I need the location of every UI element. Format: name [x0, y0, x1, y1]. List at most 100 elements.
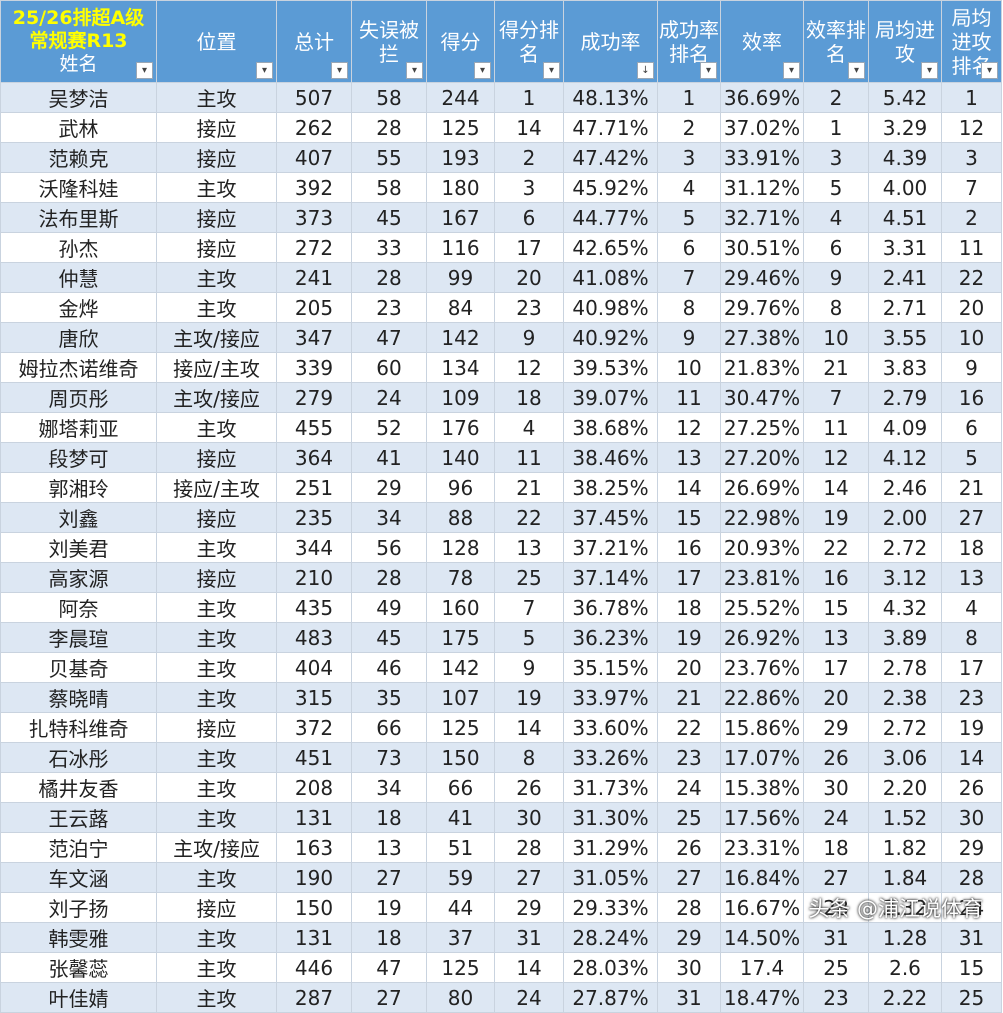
filter-dropdown-icon[interactable]: ▾ — [543, 62, 560, 79]
cell-position: 接应 — [157, 143, 277, 173]
cell-total: 241 — [277, 263, 352, 293]
cell-attack-per-set-rank: 20 — [942, 293, 1002, 323]
cell-success-rate: 28.03% — [564, 953, 658, 983]
cell-points: 107 — [427, 683, 495, 713]
filter-dropdown-icon[interactable]: ▾ — [256, 62, 273, 79]
cell-success-rate: 31.30% — [564, 803, 658, 833]
cell-points: 80 — [427, 983, 495, 1013]
cell-errors-blocked: 55 — [352, 143, 427, 173]
cell-name: 阿奈 — [1, 593, 157, 623]
cell-attack-per-set: 3.55 — [869, 323, 942, 353]
cell-points: 193 — [427, 143, 495, 173]
cell-points-rank: 17 — [495, 233, 564, 263]
cell-success-rank: 4 — [658, 173, 721, 203]
cell-points-rank: 24 — [495, 983, 564, 1013]
cell-attack-per-set: 4.09 — [869, 413, 942, 443]
cell-efficiency: 27.38% — [721, 323, 804, 353]
cell-efficiency: 22.98% — [721, 503, 804, 533]
cell-efficiency: 30.51% — [721, 233, 804, 263]
sort-desc-icon[interactable]: ↓ — [637, 62, 654, 79]
cell-total: 483 — [277, 623, 352, 653]
cell-efficiency-rank: 19 — [804, 503, 869, 533]
cell-total: 235 — [277, 503, 352, 533]
filter-dropdown-icon[interactable]: ▾ — [331, 62, 348, 79]
cell-points-rank: 19 — [495, 683, 564, 713]
cell-points-rank: 27 — [495, 863, 564, 893]
cell-name: 段梦可 — [1, 443, 157, 473]
cell-efficiency: 23.76% — [721, 653, 804, 683]
cell-attack-per-set-rank: 21 — [942, 473, 1002, 503]
cell-efficiency: 23.81% — [721, 563, 804, 593]
cell-points-rank: 14 — [495, 113, 564, 143]
cell-errors-blocked: 13 — [352, 833, 427, 863]
cell-position: 接应 — [157, 443, 277, 473]
cell-points-rank: 21 — [495, 473, 564, 503]
filter-dropdown-icon[interactable]: ▾ — [406, 62, 423, 79]
filter-dropdown-icon[interactable]: ▾ — [921, 62, 938, 79]
cell-efficiency-rank: 23 — [804, 983, 869, 1013]
filter-dropdown-icon[interactable]: ▾ — [783, 62, 800, 79]
cell-errors-blocked: 46 — [352, 653, 427, 683]
cell-total: 315 — [277, 683, 352, 713]
cell-success-rank: 8 — [658, 293, 721, 323]
cell-points-rank: 23 — [495, 293, 564, 323]
cell-efficiency-rank: 5 — [804, 173, 869, 203]
header-label: 局均进攻 — [869, 18, 941, 66]
cell-success-rank: 13 — [658, 443, 721, 473]
cell-attack-per-set: 4.12 — [869, 443, 942, 473]
cell-total: 435 — [277, 593, 352, 623]
cell-errors-blocked: 58 — [352, 83, 427, 113]
cell-errors-blocked: 34 — [352, 773, 427, 803]
cell-errors-blocked: 66 — [352, 713, 427, 743]
cell-success-rate: 42.65% — [564, 233, 658, 263]
cell-name: 姆拉杰诺维奇 — [1, 353, 157, 383]
cell-success-rank: 6 — [658, 233, 721, 263]
cell-position: 主攻 — [157, 683, 277, 713]
cell-efficiency-rank: 11 — [804, 413, 869, 443]
cell-efficiency-rank: 27 — [804, 863, 869, 893]
cell-position: 主攻 — [157, 173, 277, 203]
cell-position: 主攻 — [157, 923, 277, 953]
cell-position: 主攻 — [157, 593, 277, 623]
cell-efficiency: 26.92% — [721, 623, 804, 653]
filter-dropdown-icon[interactable]: ▾ — [848, 62, 865, 79]
cell-efficiency: 14.50% — [721, 923, 804, 953]
filter-dropdown-icon[interactable]: ▾ — [700, 62, 717, 79]
cell-efficiency-rank: 18 — [804, 833, 869, 863]
cell-efficiency: 26.69% — [721, 473, 804, 503]
cell-attack-per-set-rank: 4 — [942, 593, 1002, 623]
cell-points-rank: 2 — [495, 143, 564, 173]
filter-dropdown-icon[interactable]: ▾ — [474, 62, 491, 79]
cell-points: 150 — [427, 743, 495, 773]
cell-efficiency: 29.46% — [721, 263, 804, 293]
cell-attack-per-set-rank: 14 — [942, 743, 1002, 773]
header-name: 25/26排超A级 常规赛R13 姓名 ▾ — [1, 1, 157, 83]
cell-name: 石冰彤 — [1, 743, 157, 773]
cell-success-rank: 25 — [658, 803, 721, 833]
cell-points: 167 — [427, 203, 495, 233]
cell-points: 51 — [427, 833, 495, 863]
cell-success-rate: 33.26% — [564, 743, 658, 773]
cell-success-rank: 26 — [658, 833, 721, 863]
cell-attack-per-set-rank: 5 — [942, 443, 1002, 473]
cell-total: 373 — [277, 203, 352, 233]
cell-position: 接应/主攻 — [157, 353, 277, 383]
cell-success-rate: 38.46% — [564, 443, 658, 473]
cell-total: 446 — [277, 953, 352, 983]
cell-name: 金烨 — [1, 293, 157, 323]
cell-errors-blocked: 28 — [352, 563, 427, 593]
cell-success-rate: 33.60% — [564, 713, 658, 743]
filter-dropdown-icon[interactable]: ▾ — [981, 62, 998, 79]
cell-attack-per-set: 2.22 — [869, 983, 942, 1013]
cell-points: 41 — [427, 803, 495, 833]
cell-points-rank: 22 — [495, 503, 564, 533]
cell-points: 160 — [427, 593, 495, 623]
filter-dropdown-icon[interactable]: ▾ — [136, 62, 153, 79]
cell-errors-blocked: 35 — [352, 683, 427, 713]
cell-attack-per-set: 2.72 — [869, 533, 942, 563]
